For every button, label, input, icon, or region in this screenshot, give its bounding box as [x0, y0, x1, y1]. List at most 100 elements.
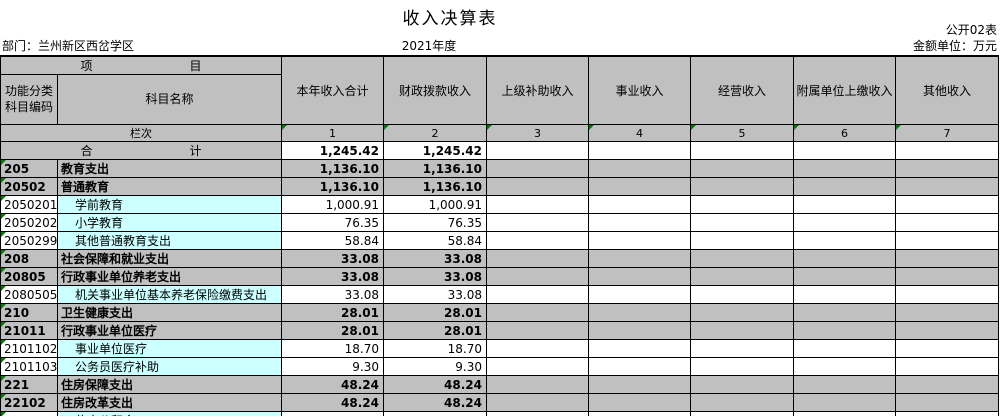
table-row: 2050202 小学教育 76.35 76.35 [0, 213, 999, 232]
row-code: 210 [0, 303, 58, 322]
row-code: 208 [0, 249, 58, 268]
row-value: 1,000.91 [281, 195, 384, 214]
row-value: 33.08 [383, 249, 487, 268]
row-name: 事业单位医疗 [57, 339, 282, 358]
row-empty-cell [486, 339, 589, 358]
row-code: 205 [0, 159, 58, 178]
row-empty-cell [486, 177, 589, 196]
row-name: 小学教育 [57, 213, 282, 232]
row-code: 221 [0, 375, 58, 394]
row-empty-cell [690, 303, 794, 322]
row-value: 58.84 [383, 231, 487, 250]
row-empty-cell [895, 267, 999, 286]
row-name: 住房公积金 [57, 411, 282, 416]
row-value: 58.84 [281, 231, 384, 250]
table-row: 2210201 住房公积金 48.24 48.24 [0, 411, 999, 416]
row-empty-cell [895, 249, 999, 268]
row-empty-cell [895, 339, 999, 358]
department-label: 部门：兰州新区西岔学区 [2, 39, 135, 53]
row-code: 22102 [0, 393, 58, 412]
row-value: 28.01 [383, 321, 487, 340]
row-empty-cell [690, 339, 794, 358]
table-row: 2050299 其他普通教育支出 58.84 58.84 [0, 231, 999, 250]
row-name: 普通教育 [57, 177, 282, 196]
table-row: 2101102 事业单位医疗 18.70 18.70 [0, 339, 999, 358]
row-name: 住房改革支出 [57, 393, 282, 412]
table-row: 20805 行政事业单位养老支出 33.08 33.08 [0, 267, 999, 286]
fiscal-year-label: 2021年度 [401, 39, 457, 53]
row-empty-cell [486, 231, 589, 250]
table-row: 21011 行政事业单位医疗 28.01 28.01 [0, 321, 999, 340]
row-empty-cell [895, 213, 999, 232]
row-value: 28.01 [281, 321, 384, 340]
row-value: 33.08 [383, 285, 487, 304]
row-code: 21011 [0, 321, 58, 340]
row-empty-cell [690, 195, 794, 214]
row-name: 住房保障支出 [57, 375, 282, 394]
table-row: 2050201 学前教育 1,000.91 1,000.91 [0, 195, 999, 214]
row-empty-cell [793, 357, 896, 376]
code-column-header: 功能分类 科目编码 [0, 74, 58, 125]
row-empty-cell [793, 375, 896, 394]
row-code: 20805 [0, 267, 58, 286]
table-row: 2080505 机关事业单位基本养老保险缴费支出 33.08 33.08 [0, 285, 999, 304]
row-value: 9.30 [383, 357, 487, 376]
table-row: 20502 普通教育 1,136.10 1,136.10 [0, 177, 999, 196]
row-empty-cell [588, 375, 691, 394]
row-value: 1,136.10 [281, 177, 384, 196]
total-empty-cell [588, 141, 691, 160]
rank-cell: 4 [588, 124, 691, 142]
row-name: 机关事业单位基本养老保险缴费支出 [57, 285, 282, 304]
row-empty-cell [486, 285, 589, 304]
row-empty-cell [486, 213, 589, 232]
total-empty-cell [690, 141, 794, 160]
row-empty-cell [690, 321, 794, 340]
row-empty-cell [486, 267, 589, 286]
row-empty-cell [690, 249, 794, 268]
total-value: 1,245.42 [281, 141, 384, 160]
total-empty-cell [793, 141, 896, 160]
row-empty-cell [793, 339, 896, 358]
table-row: 221 住房保障支出 48.24 48.24 [0, 375, 999, 394]
row-name: 教育支出 [57, 159, 282, 178]
row-value: 33.08 [383, 267, 487, 286]
row-empty-cell [588, 195, 691, 214]
total-value: 1,245.42 [383, 141, 487, 160]
row-empty-cell [588, 231, 691, 250]
row-empty-cell [588, 411, 691, 416]
row-value: 48.24 [281, 393, 384, 412]
row-name: 行政事业单位养老支出 [57, 267, 282, 286]
column-header-fiscal-appropriation: 财政拨款收入 [383, 55, 487, 125]
row-name: 行政事业单位医疗 [57, 321, 282, 340]
row-code: 2050299 [0, 231, 58, 250]
table-row: 210 卫生健康支出 28.01 28.01 [0, 303, 999, 322]
row-empty-cell [793, 321, 896, 340]
row-empty-cell [793, 249, 896, 268]
row-value: 76.35 [281, 213, 384, 232]
table-row: 22102 住房改革支出 48.24 48.24 [0, 393, 999, 412]
row-empty-cell [793, 213, 896, 232]
code-column-header-line1: 功能分类 [4, 83, 53, 98]
row-empty-cell [690, 159, 794, 178]
row-empty-cell [588, 177, 691, 196]
row-empty-cell [486, 357, 589, 376]
row-empty-cell [588, 303, 691, 322]
row-value: 76.35 [383, 213, 487, 232]
row-empty-cell [895, 375, 999, 394]
row-empty-cell [895, 231, 999, 250]
column-header-business-revenue: 事业收入 [588, 55, 691, 125]
header-row-project: 项 目 本年收入合计 财政拨款收入 上级补助收入 事业收入 经营收入 附属单位上… [0, 55, 999, 125]
row-empty-cell [690, 393, 794, 412]
table-code-label: 公开02表 [945, 23, 997, 37]
row-empty-cell [486, 411, 589, 416]
column-header-superior-subsidy: 上级补助收入 [486, 55, 589, 125]
row-empty-cell [690, 177, 794, 196]
row-value: 28.01 [383, 303, 487, 322]
rank-cell: 5 [690, 124, 794, 142]
row-empty-cell [486, 375, 589, 394]
row-empty-cell [588, 339, 691, 358]
project-header-cell: 项 目 [0, 55, 282, 75]
row-value: 28.01 [281, 303, 384, 322]
row-empty-cell [793, 231, 896, 250]
table-row: 2101103 公务员医疗补助 9.30 9.30 [0, 357, 999, 376]
